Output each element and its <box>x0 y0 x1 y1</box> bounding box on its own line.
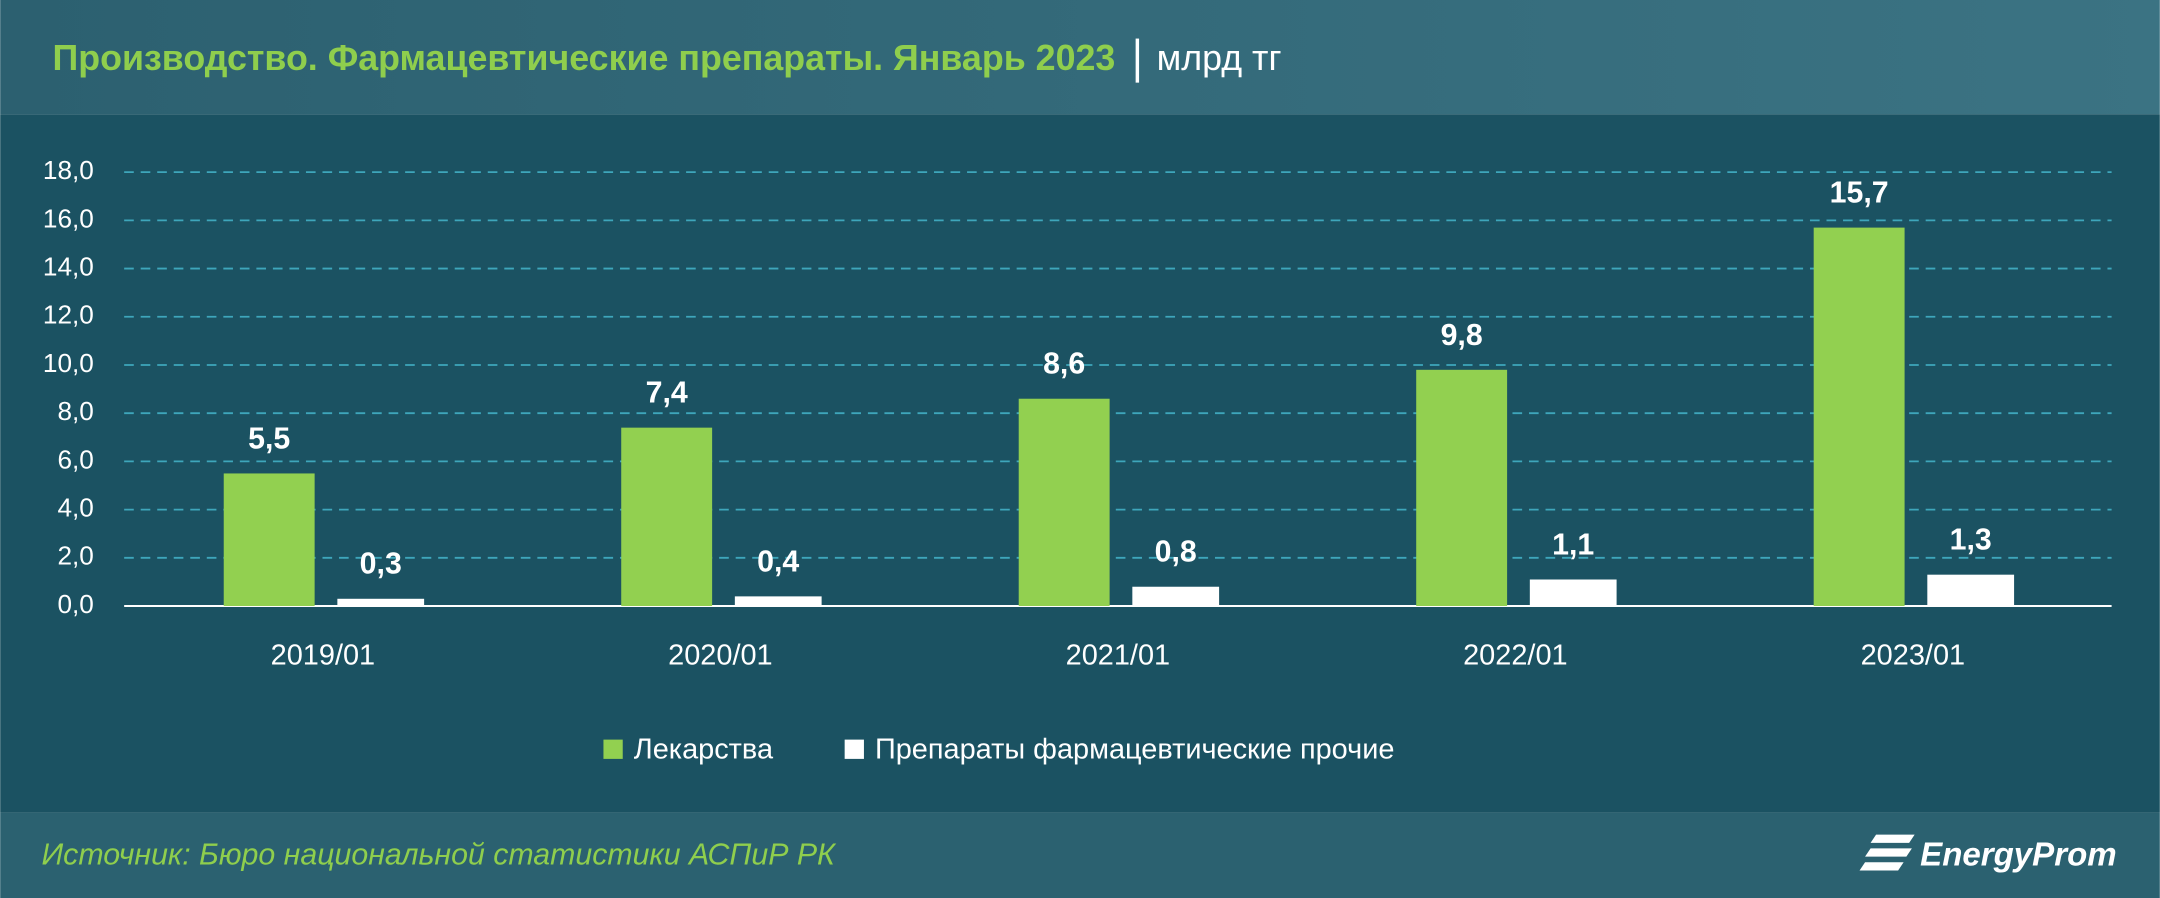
x-tick-label: 2021/01 <box>1066 640 1171 672</box>
data-label: 5,5 <box>248 422 290 455</box>
chart-unit: млрд тг <box>1157 38 1282 78</box>
data-label: 0,4 <box>757 545 799 578</box>
plot-area: 0,0 2,0 4,0 6,0 8,0 10,0 12,0 14,0 16,0 18,0 2019/… <box>43 155 2112 765</box>
y-tick-label: 8,0 <box>57 396 93 426</box>
data-label: 1,3 <box>1950 524 1992 557</box>
bar <box>1018 398 1110 607</box>
source-note: Источник: Бюро национальной статистики А… <box>42 839 838 872</box>
logo-icon <box>1859 834 1915 871</box>
data-label: 0,3 <box>360 548 402 581</box>
data-label: 8,6 <box>1043 348 1085 381</box>
y-tick-label: 18,0 <box>43 155 94 185</box>
y-tick-label: 2,0 <box>57 541 93 571</box>
data-label: 1,1 <box>1552 528 1594 561</box>
x-tick-label: 2020/01 <box>668 640 773 672</box>
x-tick-label: 2023/01 <box>1861 640 1966 672</box>
bar <box>1813 227 1905 607</box>
bar <box>621 427 713 607</box>
bar <box>734 596 822 607</box>
legend-swatch <box>844 739 864 759</box>
footer-background <box>0 812 2160 898</box>
x-tick-label: 2022/01 <box>1463 640 1568 672</box>
legend-swatch <box>603 739 623 759</box>
y-tick-label: 10,0 <box>43 348 94 378</box>
y-tick-label: 4,0 <box>57 493 93 523</box>
chart-title: Производство. Фармацевтические препараты… <box>53 38 1116 78</box>
header-background <box>0 0 2160 115</box>
y-tick-label: 0,0 <box>57 589 93 619</box>
bar <box>1132 586 1220 607</box>
y-tick-label: 16,0 <box>43 203 94 233</box>
y-tick-label: 12,0 <box>43 300 94 330</box>
legend-label: Лекарства <box>634 733 774 765</box>
bar <box>1927 574 2015 607</box>
data-label: 0,8 <box>1155 536 1197 569</box>
bar <box>1529 579 1617 607</box>
bar <box>337 598 425 607</box>
data-label: 7,4 <box>646 377 688 410</box>
x-tick-label: 2019/01 <box>271 640 375 672</box>
y-tick-label: 14,0 <box>43 251 94 281</box>
bar <box>223 473 315 607</box>
legend-label: Препараты фармацевтические прочие <box>875 733 1394 765</box>
bar <box>1416 369 1508 607</box>
data-label: 9,8 <box>1441 319 1483 352</box>
data-label: 15,7 <box>1830 177 1889 210</box>
y-tick-label: 6,0 <box>57 444 93 474</box>
logo-text: EnergyProm <box>1920 836 2117 873</box>
